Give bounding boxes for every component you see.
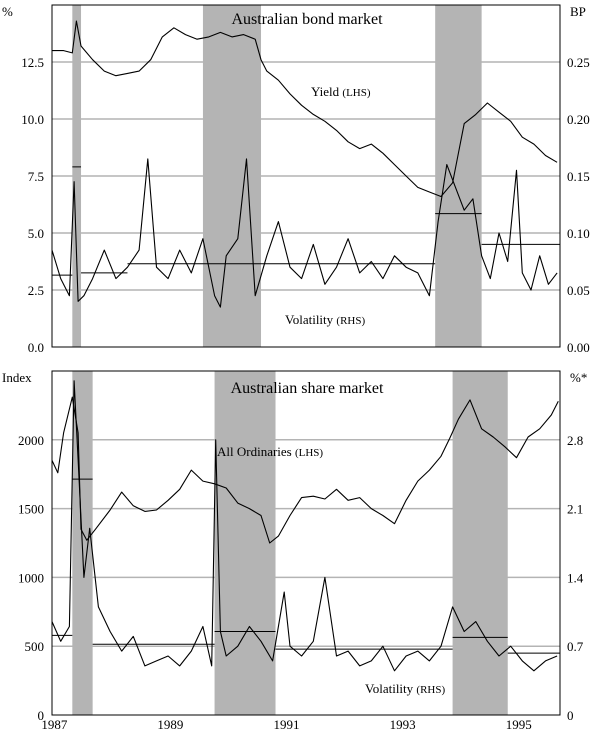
x-tick-label: 1991 — [274, 717, 300, 732]
share-right-tick-label: 1.4 — [567, 570, 584, 585]
bond-right-tick-label: 0.25 — [567, 55, 590, 70]
bond-right-tick-label: 0.05 — [567, 283, 590, 298]
bond-volatility-line — [51, 158, 558, 308]
bond-market-panel: 0.0 2.5 5.0 7.5 10.0 12.5 0.00 0.05 0.10 0.15 0.20… — [2, 4, 590, 355]
share-right-tick-label: 0.7 — [567, 639, 584, 654]
share-left-tick-label: 2000 — [18, 433, 44, 448]
bond-right-unit: BP — [570, 4, 586, 19]
bond-left-unit: % — [2, 4, 13, 19]
bond-right-tick-label: 0.00 — [567, 340, 590, 355]
share-volatility-line — [51, 380, 558, 672]
bond-left-tick-label: 2.5 — [28, 283, 44, 298]
bond-volatility-label: Volatility (RHS) — [285, 312, 365, 327]
share-left-tick-label: 0 — [38, 708, 45, 723]
x-tick-label: 1987 — [41, 717, 68, 732]
share-left-tick-label: 1500 — [18, 502, 44, 517]
bond-right-tick-label: 0.10 — [567, 226, 590, 241]
share-index-label: All Ordinaries (LHS) — [217, 444, 323, 459]
bond-right-tick-label: 0.15 — [567, 169, 590, 184]
share-left-tick-label: 1000 — [18, 570, 44, 585]
bond-left-tick-label: 10.0 — [21, 112, 44, 127]
bond-right-tick-label: 0.20 — [567, 112, 590, 127]
bond-yield-label: Yield (LHS) — [311, 84, 371, 99]
share-panel-title: Australian share market — [231, 380, 384, 397]
share-right-tick-label: 2.1 — [567, 502, 583, 517]
share-all-ordinaries-line — [51, 396, 559, 544]
share-left-unit: Index — [2, 370, 32, 385]
share-plot-frame — [51, 370, 561, 716]
bond-plot-frame — [51, 4, 561, 348]
share-left-tick-label: 500 — [25, 639, 45, 654]
x-tick-label: 1995 — [506, 717, 532, 732]
share-market-panel: 0 500 1000 1500 2000 0 0.7 1.4 2.1 2.8 1987 1989 199… — [2, 370, 587, 732]
share-shaded-period-2 — [452, 371, 508, 715]
share-shaded-period-1 — [214, 371, 276, 715]
bond-left-tick-label: 5.0 — [28, 226, 44, 241]
x-tick-label: 1989 — [157, 717, 183, 732]
share-right-tick-label: 0 — [567, 708, 574, 723]
bond-left-tick-label: 12.5 — [21, 55, 44, 70]
bond-yield-line — [52, 20, 558, 198]
x-tick-label: 1993 — [390, 717, 416, 732]
share-right-tick-label: 2.8 — [567, 433, 583, 448]
share-volatility-label: Volatility (RHS) — [365, 681, 445, 696]
bond-left-tick-label: 0.0 — [28, 340, 44, 355]
bond-left-tick-label: 7.5 — [28, 169, 44, 184]
share-right-unit: %* — [570, 370, 587, 385]
bond-panel-title: Australian bond market — [231, 11, 383, 28]
